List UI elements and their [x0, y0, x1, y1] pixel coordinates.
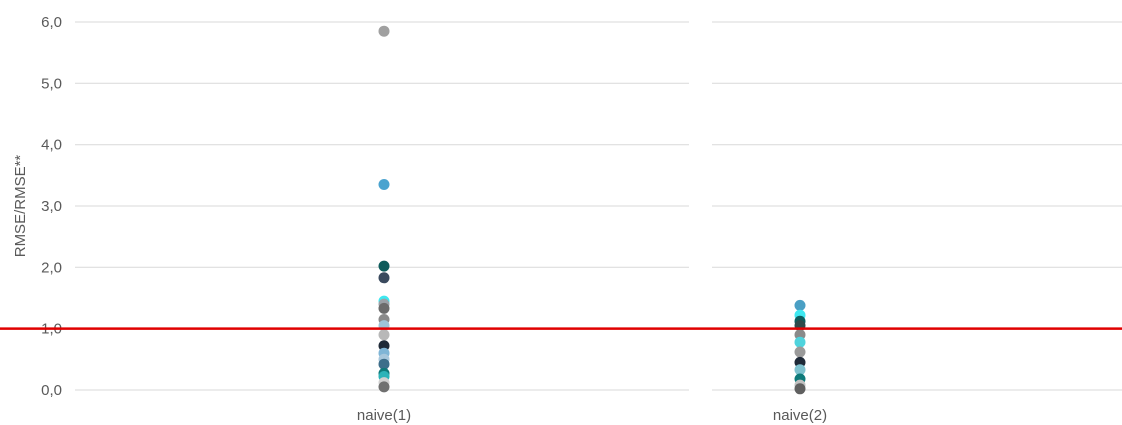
y-tick-label-5: 5,0 [41, 75, 62, 92]
y-tick-label-0: 0,0 [41, 382, 62, 399]
data-point-2-7 [795, 347, 806, 358]
y-tick-label-3: 3,0 [41, 198, 62, 215]
data-point-1-10 [379, 329, 390, 340]
data-point-1-2 [379, 179, 390, 190]
y-tick-label-6: 6,0 [41, 14, 62, 31]
category-label-naive-2: naive(2) [773, 407, 827, 424]
gridlines [75, 22, 1122, 390]
data-point-2-12 [795, 383, 806, 394]
points-naive-1 [379, 26, 390, 393]
y-tick-label-4: 4,0 [41, 137, 62, 154]
y-tick-labels: 0,0 1,0 2,0 3,0 4,0 5,0 6,0 [41, 14, 62, 399]
y-axis-title: RMSE/RMSE** [12, 155, 29, 258]
category-label-naive-1: naive(1) [357, 407, 411, 424]
data-point-1-4 [379, 272, 390, 283]
data-point-2-6 [795, 337, 806, 348]
data-point-1-1 [379, 26, 390, 37]
y-tick-label-2: 2,0 [41, 259, 62, 276]
data-point-2-1 [795, 300, 806, 311]
data-point-1-18 [379, 381, 390, 392]
data-point-1-7 [379, 303, 390, 314]
data-point-1-3 [379, 261, 390, 272]
points-naive-2 [795, 300, 806, 394]
